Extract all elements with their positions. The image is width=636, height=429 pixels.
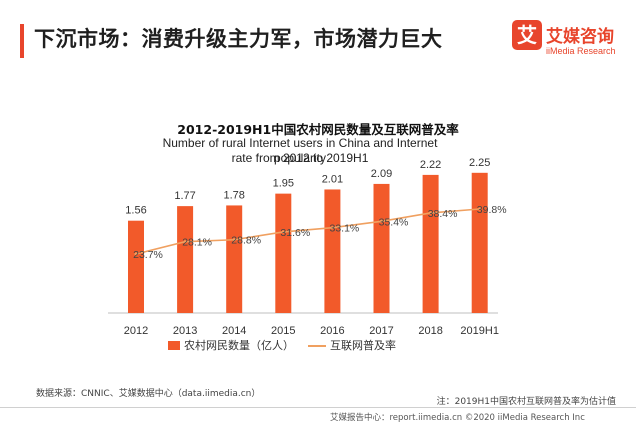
- bar-value-label-2016: 2.01: [322, 173, 343, 185]
- x-tick-label-2012: 2012: [124, 325, 148, 337]
- line-point-2018: [429, 211, 433, 215]
- legend-bar-swatch: [168, 341, 180, 350]
- x-tick-label-2016: 2016: [320, 325, 344, 337]
- chart-title: 2012-2019H1中国农村网民数量及互联网普及率: [177, 122, 459, 137]
- x-tick-label-2013: 2013: [173, 325, 197, 337]
- footer-copyright: 艾媒报告中心：report.iimedia.cn ©2020 iiMedia R…: [330, 413, 585, 423]
- legend-line-swatch: [308, 345, 326, 347]
- x-tick-label-2014: 2014: [222, 325, 246, 337]
- line-point-2014: [232, 238, 236, 242]
- bar-2019H1: [471, 172, 488, 313]
- chart-subtitle-line-1: Number of rural Internet users in China …: [162, 136, 438, 165]
- line-internet-penetration: [135, 208, 480, 255]
- footer-divider: [0, 407, 636, 408]
- line-point-2012: [134, 252, 138, 256]
- x-tick-label-2018: 2018: [418, 325, 442, 337]
- legend-bar-label: 农村网民数量（亿人）: [184, 339, 294, 352]
- bar-value-label-2014: 1.78: [223, 189, 244, 201]
- brand-name-cn: 艾媒咨询: [546, 27, 614, 47]
- line-value-label-2012: 23.7%: [133, 249, 163, 261]
- bar-value-label-2012: 1.56: [125, 205, 146, 217]
- bar-2014: [226, 205, 243, 313]
- title-accent-bar: [20, 24, 24, 58]
- page-title: 下沉市场：消费升级主力军，市场潜力巨大: [34, 27, 443, 51]
- line-value-label-2017: 35.4%: [379, 216, 409, 228]
- x-tick-label-2015: 2015: [271, 325, 295, 337]
- estimate-note: 注：2019H1中国农村互联网普及率为估计值: [436, 397, 616, 407]
- bar-value-label-2015: 1.95: [273, 178, 294, 190]
- line-point-2015: [281, 230, 285, 234]
- chart-subtitle-line-2: rate from 2012 to 2019H1: [231, 151, 369, 165]
- bar-value-label-2018: 2.22: [420, 159, 441, 171]
- bar-2017: [373, 183, 390, 313]
- bar-2018: [422, 174, 439, 313]
- brand-logo-block: 艾 艾媒咨询 iiMedia Research: [512, 18, 632, 66]
- line-value-label-2013: 28.1%: [182, 237, 212, 249]
- line-value-label-2018: 38.4%: [428, 208, 458, 220]
- line-point-2019H1: [478, 207, 482, 211]
- bar-2016: [324, 189, 341, 313]
- bar-2015: [275, 193, 292, 313]
- data-source-note: 数据来源：CNNIC、艾媒数据中心（data.iimedia.cn）: [36, 389, 261, 399]
- x-tick-label-2019H1: 2019H1: [460, 325, 499, 337]
- bar-value-label-2013: 1.77: [174, 190, 195, 202]
- line-value-label-2014: 28.8%: [231, 235, 261, 247]
- brand-name-en: iiMedia Research: [546, 46, 616, 56]
- bar-2012: [128, 220, 144, 313]
- legend-line-label: 互联网普及率: [330, 339, 396, 352]
- line-value-label-2019H1: 39.8%: [477, 204, 507, 216]
- line-point-2016: [330, 226, 334, 230]
- line-point-2017: [380, 219, 383, 223]
- bar-2013: [177, 206, 194, 313]
- bar-value-label-2019H1: 2.25: [469, 157, 490, 169]
- line-value-label-2015: 31.6%: [280, 227, 310, 239]
- x-tick-label-2017: 2017: [369, 325, 393, 337]
- line-value-label-2016: 33.1%: [330, 223, 360, 235]
- bar-value-label-2017: 2.09: [371, 168, 392, 180]
- brand-logo-icon: 艾: [512, 20, 542, 50]
- line-point-2013: [183, 240, 187, 244]
